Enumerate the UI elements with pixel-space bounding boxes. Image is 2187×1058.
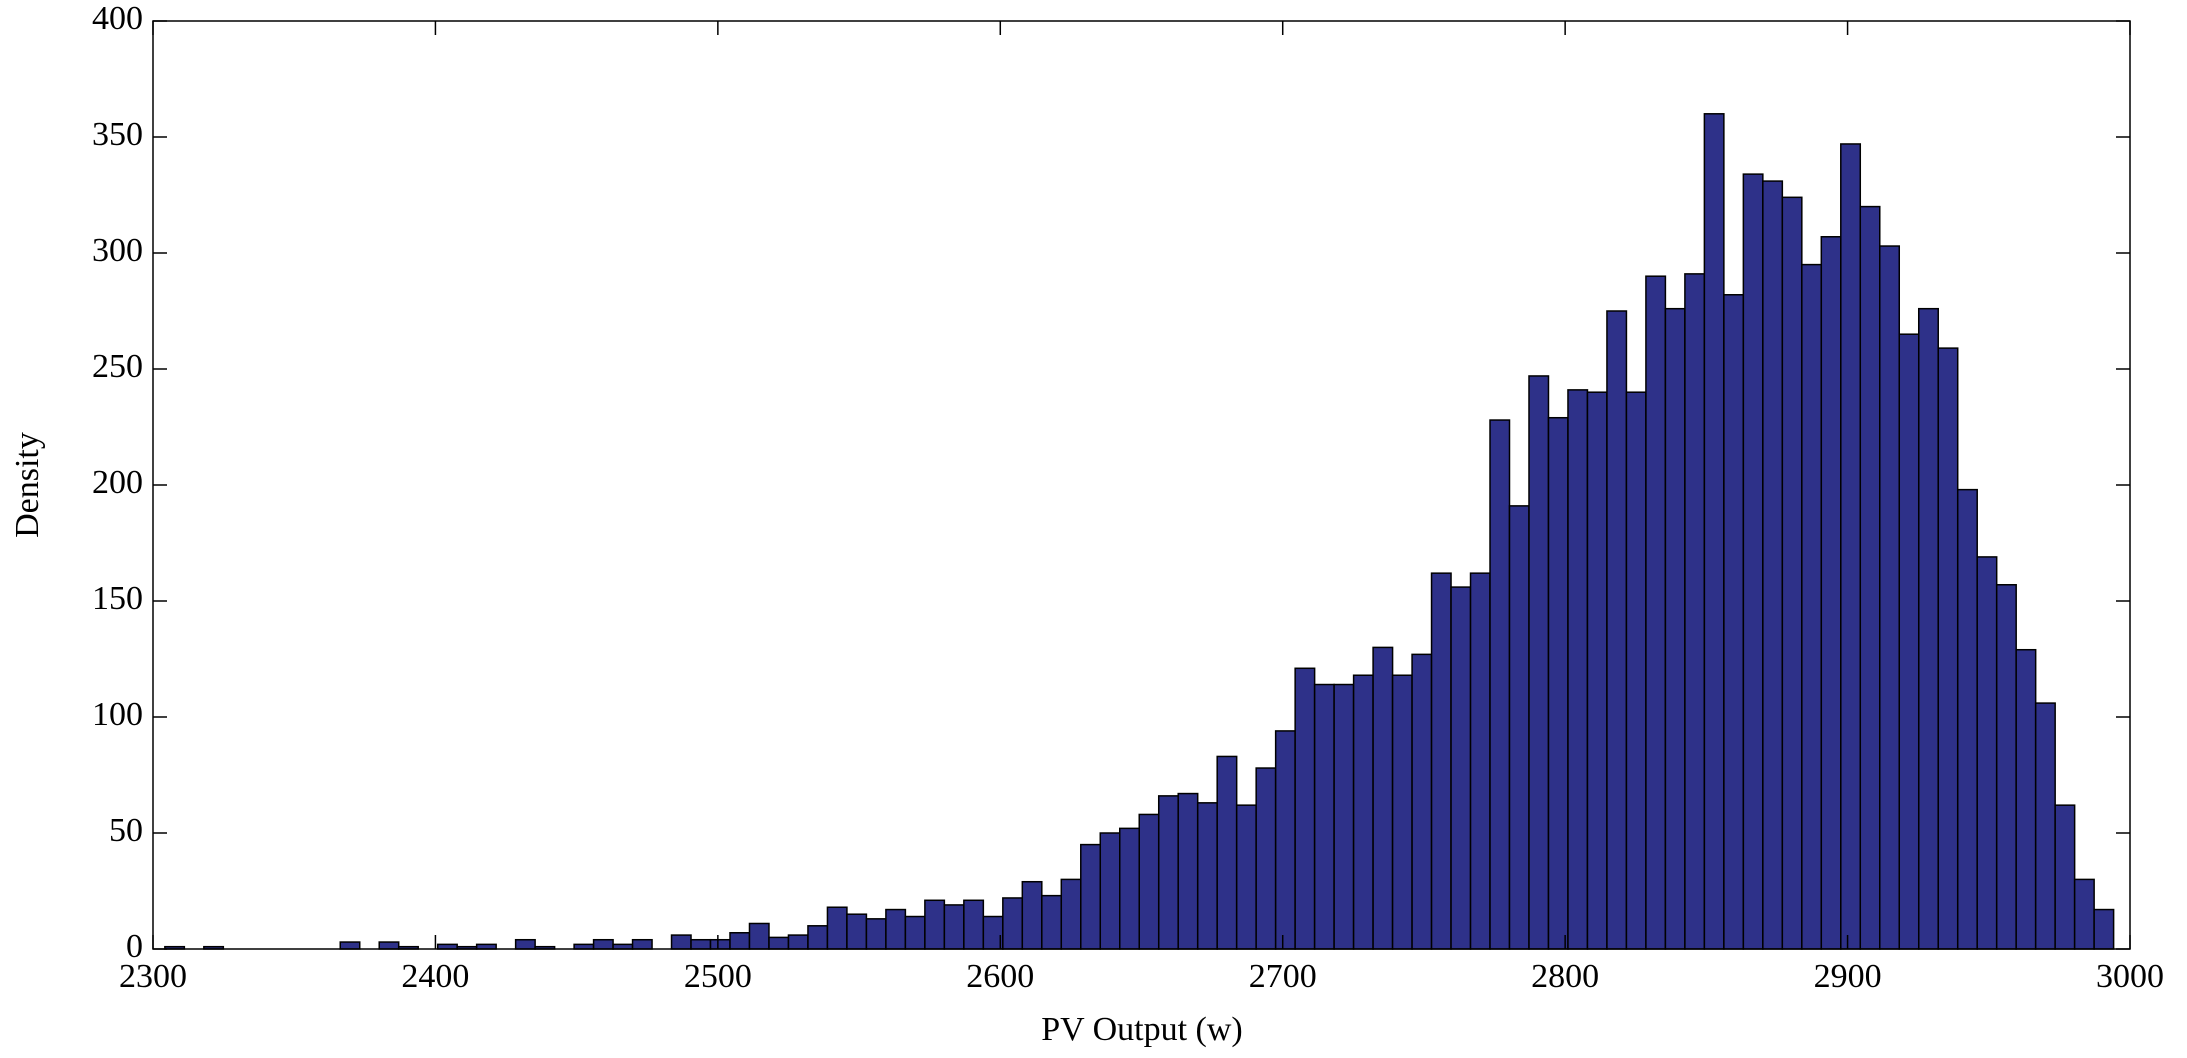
- bar: [1372, 646, 1394, 950]
- bar: [1606, 310, 1628, 950]
- bar: [1840, 143, 1862, 950]
- bar: [1294, 667, 1316, 950]
- bar: [1255, 767, 1277, 950]
- bar: [1235, 804, 1257, 950]
- x-tick-label: 2600: [966, 958, 1034, 995]
- x-tick-label: 2500: [684, 958, 752, 995]
- bar: [1645, 275, 1667, 950]
- bar: [963, 899, 985, 950]
- y-tick-label: 300: [92, 232, 143, 269]
- bar: [787, 934, 809, 950]
- bar: [943, 904, 965, 950]
- bar: [1859, 205, 1881, 950]
- bar: [1664, 307, 1686, 950]
- bar: [1391, 674, 1413, 950]
- bar: [1430, 572, 1452, 950]
- x-tick-label: 2800: [1531, 958, 1599, 995]
- bar: [1956, 488, 1978, 950]
- bar: [1937, 347, 1959, 950]
- bar: [592, 938, 614, 950]
- bar: [1450, 586, 1472, 950]
- bar: [670, 934, 692, 950]
- x-tick-label: 2400: [401, 958, 469, 995]
- y-tick-label: 400: [92, 0, 143, 37]
- bar: [1177, 792, 1199, 950]
- bar: [1041, 894, 1063, 950]
- bar: [514, 938, 536, 950]
- bar: [690, 938, 712, 950]
- bar: [2073, 878, 2095, 950]
- bar: [1411, 653, 1433, 950]
- bar: [1879, 245, 1901, 950]
- bar: [1723, 294, 1745, 950]
- bar: [748, 922, 770, 950]
- bar: [339, 941, 361, 950]
- y-axis-label: Density: [9, 432, 46, 538]
- x-tick-label: 2700: [1249, 958, 1317, 995]
- bar: [768, 936, 790, 950]
- bar: [1080, 843, 1102, 950]
- bar: [1508, 505, 1530, 950]
- bar: [1762, 180, 1784, 950]
- bar: [865, 918, 887, 950]
- bar: [924, 899, 946, 950]
- bar: [846, 913, 868, 950]
- bar: [1586, 391, 1608, 950]
- bar: [2034, 702, 2056, 950]
- bar: [1119, 827, 1140, 950]
- x-axis-label: PV Output (w): [1041, 1011, 1243, 1048]
- bar: [1002, 897, 1024, 950]
- bar: [1060, 878, 1082, 950]
- bar: [1801, 263, 1823, 950]
- bar: [2015, 648, 2037, 950]
- bar: [1313, 683, 1335, 950]
- bar: [885, 908, 907, 950]
- bar: [2054, 804, 2076, 950]
- bar: [1138, 813, 1160, 950]
- bar: [1742, 173, 1764, 950]
- bar: [2093, 908, 2115, 950]
- y-tick-label: 0: [126, 928, 143, 965]
- x-tick-label: 2900: [1814, 958, 1882, 995]
- bar: [904, 915, 926, 950]
- bar: [1976, 556, 1998, 950]
- bar: [1820, 236, 1842, 950]
- bar: [1352, 674, 1374, 950]
- x-tick-label: 2300: [119, 958, 187, 995]
- bar: [1528, 375, 1550, 950]
- bar: [1995, 584, 2017, 950]
- bar: [1274, 730, 1296, 950]
- bar: [631, 938, 653, 950]
- bar: [709, 938, 731, 950]
- bar: [1099, 832, 1121, 950]
- bar: [1898, 333, 1920, 950]
- bar: [807, 925, 829, 950]
- bar: [1216, 755, 1238, 950]
- bar: [378, 941, 400, 950]
- y-tick-label: 50: [109, 812, 143, 849]
- bar: [1781, 196, 1803, 950]
- x-tick-label: 3000: [2096, 958, 2164, 995]
- bar: [1157, 795, 1179, 950]
- bar: [1469, 572, 1491, 950]
- bar: [1196, 802, 1218, 950]
- bar: [1547, 416, 1569, 950]
- y-tick-label: 250: [92, 348, 143, 385]
- bar: [1703, 113, 1725, 950]
- y-tick-label: 150: [92, 580, 143, 617]
- bar: [1917, 307, 1939, 950]
- bar: [729, 932, 751, 950]
- bar: [1567, 389, 1589, 950]
- bar: [1333, 683, 1355, 950]
- bar: [1625, 391, 1647, 950]
- bar: [1489, 419, 1511, 950]
- bar: [826, 906, 848, 950]
- bar: [1684, 273, 1706, 950]
- bar: [1021, 880, 1043, 950]
- y-tick-label: 350: [92, 116, 143, 153]
- y-tick-label: 200: [92, 464, 143, 501]
- y-tick-label: 100: [92, 696, 143, 733]
